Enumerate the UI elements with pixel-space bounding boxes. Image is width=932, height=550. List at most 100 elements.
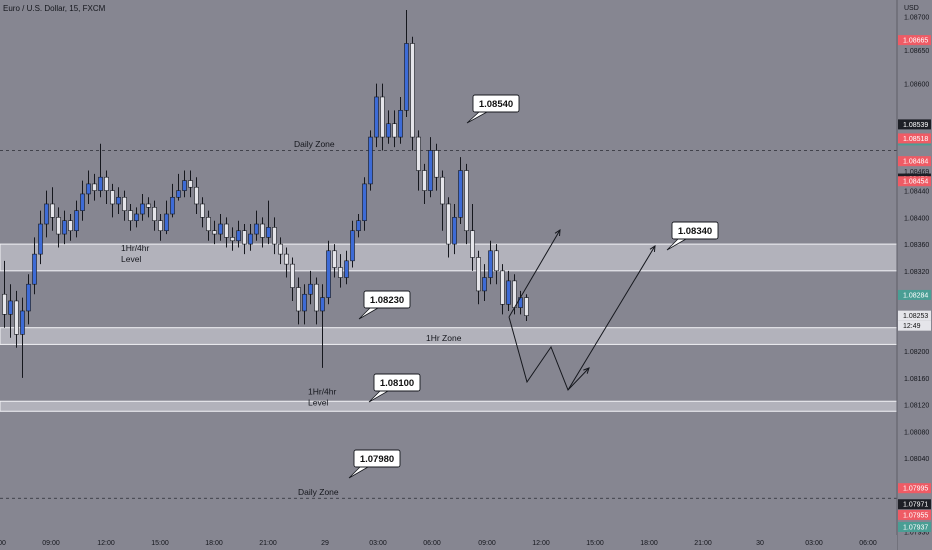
callout-4: 1.07980: [348, 449, 401, 479]
zone-label-line: Level: [121, 254, 141, 264]
candle-body-11: [68, 220, 73, 232]
zone-label-line: Daily Zone: [294, 139, 335, 149]
candle-body-17: [104, 176, 109, 191]
price-tag-bg: [898, 499, 931, 510]
price-tag-bg: [898, 176, 931, 187]
y-tick-label: 1.08080: [904, 429, 929, 436]
candle-body-49: [296, 287, 301, 312]
candle-body-16: [98, 176, 103, 191]
candle-body-67: [404, 43, 409, 111]
zone-label-line: 1Hr/4hr: [308, 387, 337, 397]
countdown-bg: [898, 320, 931, 331]
candle-body-32: [194, 186, 199, 205]
x-tick-label: 29: [321, 540, 329, 547]
callout-pointer: [348, 466, 369, 479]
callout-box: [373, 373, 421, 392]
callout-box: [353, 449, 401, 468]
time-axis[interactable]: 00 09:00 12:00 15:00 18:00 21:00 29 03:00 06:00 0…: [0, 535, 897, 550]
candle-body-9: [56, 217, 61, 235]
x-tick-label: 21:00: [259, 540, 277, 547]
x-tick-label: 18:00: [640, 540, 658, 547]
candle-body-54: [326, 250, 331, 298]
price-tag-value: 1.07937: [903, 524, 928, 531]
x-tick-label: 09:00: [478, 540, 496, 547]
time-axis-bg: [0, 535, 897, 550]
zone-label-line: 1Hr Zone: [426, 333, 462, 343]
plot-background: [0, 0, 897, 550]
candle-body-72: [434, 150, 439, 178]
candle-body-51: [308, 283, 313, 295]
price-tag-bg: [898, 310, 931, 321]
x-tick-label: 03:00: [805, 540, 823, 547]
candle-body-25: [152, 207, 157, 221]
candle-body-55: [332, 250, 337, 268]
candle-body-29: [176, 190, 181, 198]
candle-body-50: [302, 293, 307, 312]
price-tag-bg: [898, 509, 931, 520]
price-tag-value: 1.08484: [903, 159, 928, 166]
x-tick-label: 18:00: [205, 540, 223, 547]
price-tag-value: 1.07995: [903, 486, 928, 493]
candle-body-1: [8, 300, 13, 315]
zone-label-1: 1Hr/4hr Level: [121, 243, 150, 264]
countdown-text: 12:49: [903, 323, 921, 330]
candle-body-80: [482, 277, 487, 292]
zone-label-line: Level: [308, 398, 328, 408]
candle-body-10: [62, 220, 67, 235]
callout-2: 1.08230: [358, 290, 411, 320]
price-tag-value: 1.08665: [903, 38, 928, 45]
candle-body-22: [134, 213, 139, 221]
candle-body-39: [236, 230, 241, 242]
callout-price: 1.08230: [370, 295, 404, 306]
price-callouts: 1.08540 1.08340 1.08230 1.08100 1.07980: [348, 94, 719, 479]
y-tick-label: 1.08469: [904, 169, 929, 176]
candle-body-83: [500, 270, 505, 305]
zone-label-4: Daily Zone: [298, 487, 339, 497]
candle-body-82: [494, 250, 499, 272]
candle-body-40: [242, 230, 247, 245]
price-tag-bg: [898, 483, 931, 494]
projection-path-0: [508, 229, 561, 318]
candle-body-38: [230, 237, 235, 242]
candle-body-52: [314, 283, 319, 312]
y-tick-label: 1.08320: [904, 269, 929, 276]
candle-body-24: [146, 203, 151, 208]
candle-body-48: [290, 263, 295, 288]
price-axis[interactable]: 1.087001.086501.086001.084691.084591.084…: [896, 0, 932, 550]
candle-body-30: [182, 180, 187, 191]
zone-label-0: Daily Zone: [294, 139, 335, 149]
candle-body-85: [512, 280, 517, 308]
candle-body-87: [524, 297, 529, 316]
callout-pointer: [666, 238, 687, 251]
price-tag-value: 1.08539: [903, 122, 928, 129]
projection-arrows: [508, 229, 656, 391]
candle-body-64: [386, 123, 391, 138]
candle-body-70: [422, 170, 427, 191]
callout-3: 1.08100: [368, 373, 421, 403]
x-tick-label: 09:00: [42, 540, 60, 547]
candle-body-45: [272, 227, 277, 245]
candle-body-5: [32, 253, 37, 285]
y-tick-label: 1.08400: [904, 215, 929, 222]
candle-body-41: [248, 233, 253, 245]
x-tick-label: 03:00: [369, 540, 387, 547]
zone-label-line: Daily Zone: [298, 487, 339, 497]
candle-body-81: [488, 250, 493, 278]
y-tick-label: 1.08440: [904, 189, 929, 196]
zone-label-3: 1Hr/4hr Level: [308, 387, 337, 408]
price-tag-value: 1.08284: [903, 292, 928, 299]
callout-price: 1.08100: [380, 378, 414, 389]
projection-arrowhead-2: [649, 245, 656, 253]
candle-body-28: [170, 196, 175, 215]
candle-body-21: [128, 210, 133, 221]
symbol-title: Euro / U.S. Dollar, 15, FXCM: [3, 4, 106, 13]
candle-body-27: [164, 213, 169, 232]
candle-body-14: [86, 183, 91, 195]
projection-path-1: [508, 316, 590, 391]
x-tick-label: 12:00: [97, 540, 115, 547]
candle-body-4: [26, 283, 31, 312]
candle-body-36: [218, 223, 223, 235]
callout-pointer: [368, 390, 389, 403]
price-tag-bg: [898, 521, 931, 532]
